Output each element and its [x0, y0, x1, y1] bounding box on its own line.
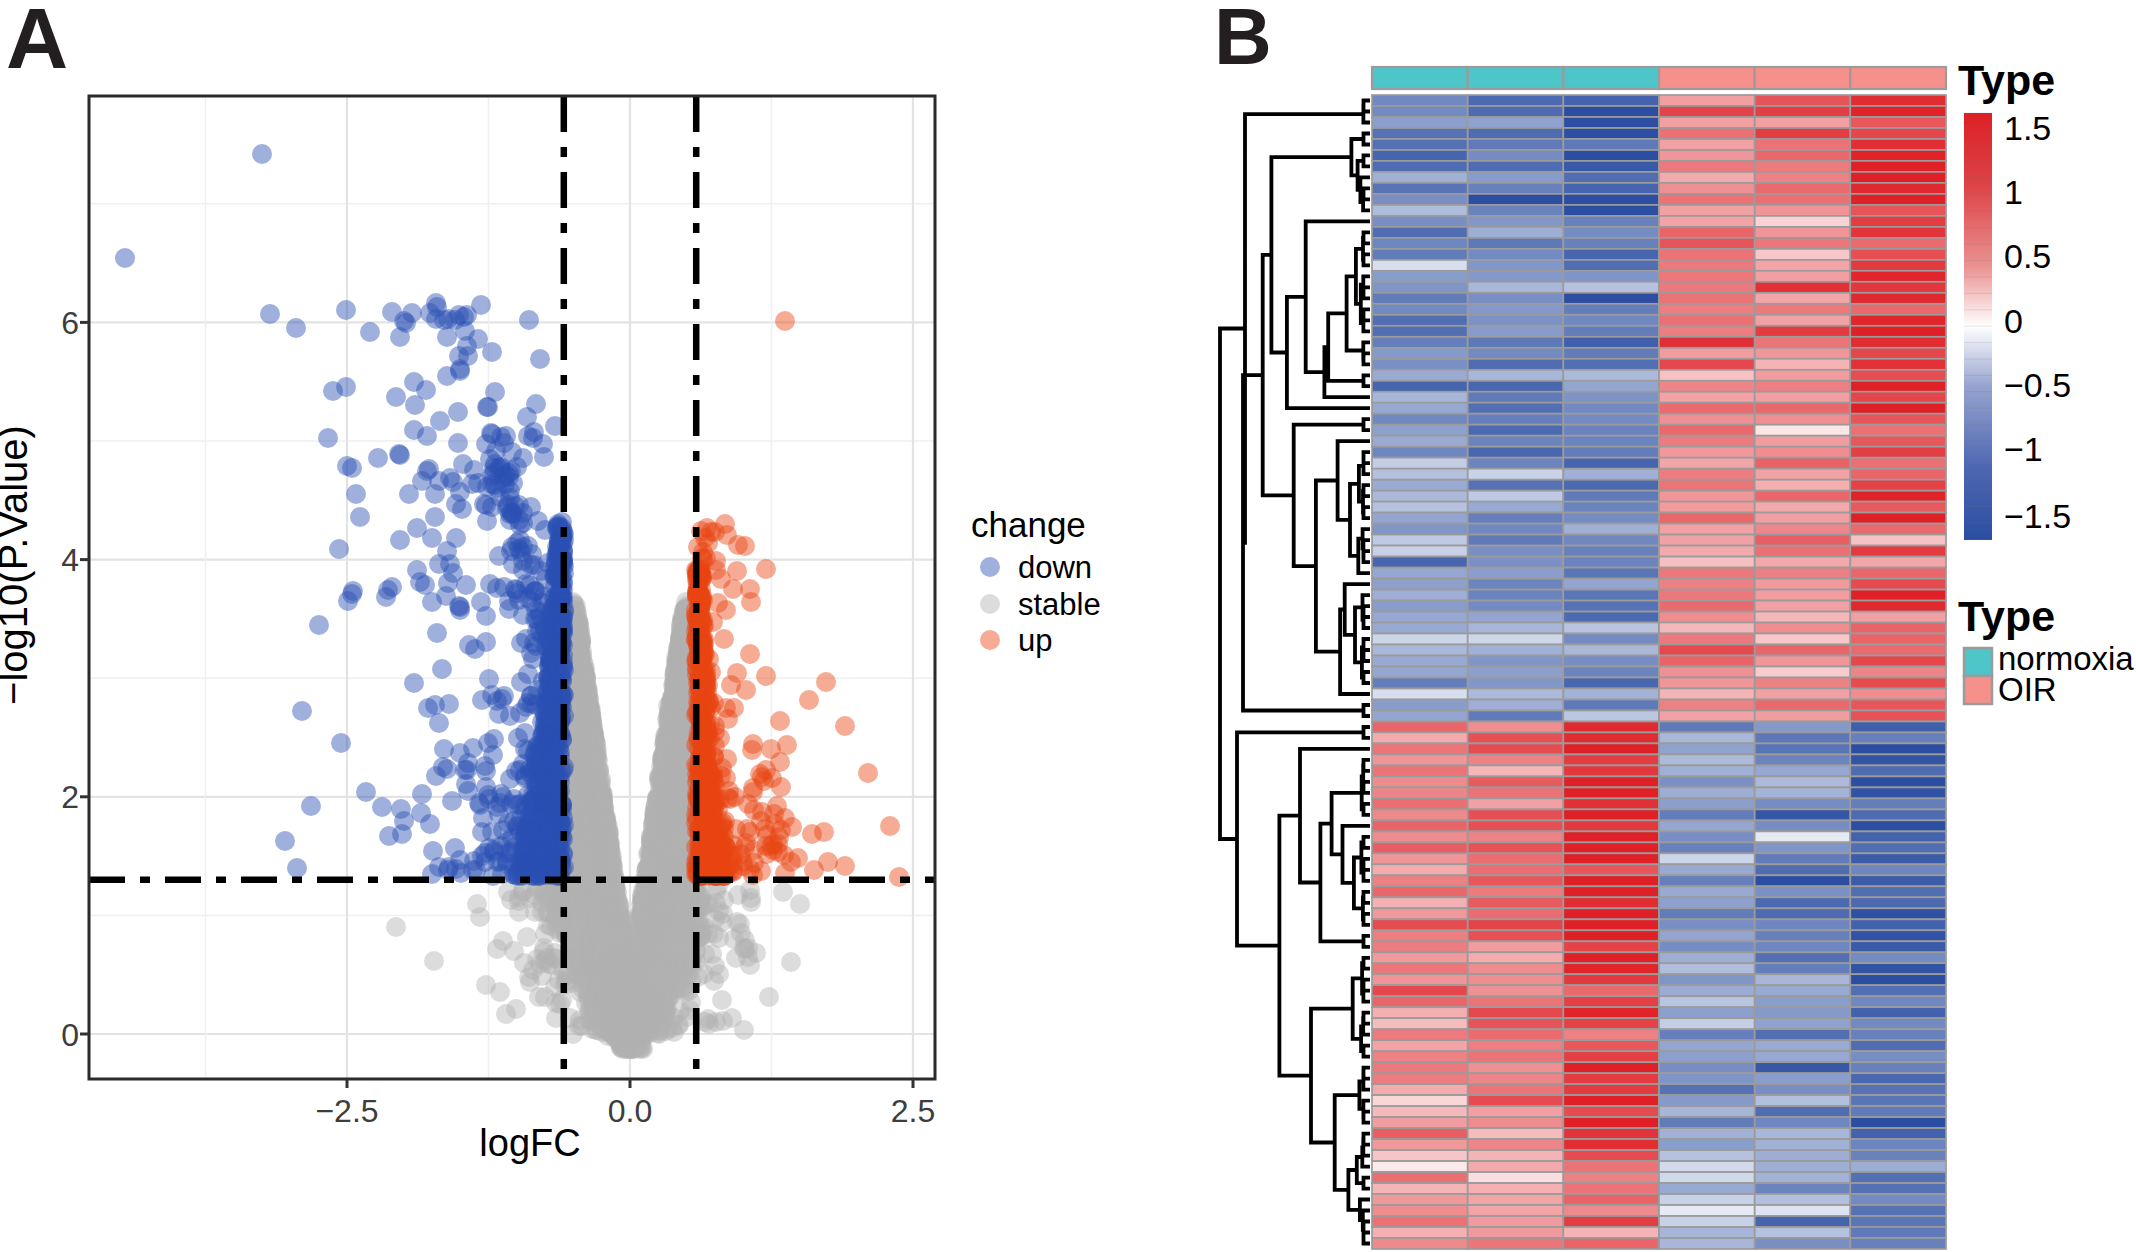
svg-text:0: 0	[61, 1017, 79, 1053]
svg-text:OIR: OIR	[1998, 671, 2057, 708]
svg-text:−1.5: −1.5	[2004, 497, 2071, 535]
svg-text:logFC: logFC	[479, 1122, 580, 1164]
svg-text:0: 0	[2004, 302, 2023, 340]
svg-text:2: 2	[61, 779, 79, 815]
svg-text:6: 6	[61, 305, 79, 341]
svg-text:up: up	[1018, 623, 1052, 658]
svg-text:change: change	[971, 505, 1086, 544]
svg-text:B: B	[1214, 0, 1272, 81]
svg-text:down: down	[1018, 550, 1092, 585]
svg-text:2.5: 2.5	[891, 1093, 935, 1129]
svg-text:0.0: 0.0	[608, 1093, 652, 1129]
svg-text:Type: Type	[1958, 56, 2055, 104]
svg-text:−1: −1	[2004, 430, 2043, 468]
svg-text:−log10(P.Value): −log10(P.Value)	[0, 425, 35, 705]
svg-text:4: 4	[61, 542, 79, 578]
svg-text:Type: Type	[1958, 592, 2055, 640]
svg-text:0.5: 0.5	[2004, 237, 2051, 275]
svg-text:1: 1	[2004, 173, 2023, 211]
svg-text:−0.5: −0.5	[2004, 366, 2071, 404]
svg-text:−2.5: −2.5	[315, 1093, 378, 1129]
svg-text:1.5: 1.5	[2004, 109, 2051, 147]
svg-text:stable: stable	[1018, 587, 1101, 622]
svg-text:A: A	[6, 0, 68, 86]
